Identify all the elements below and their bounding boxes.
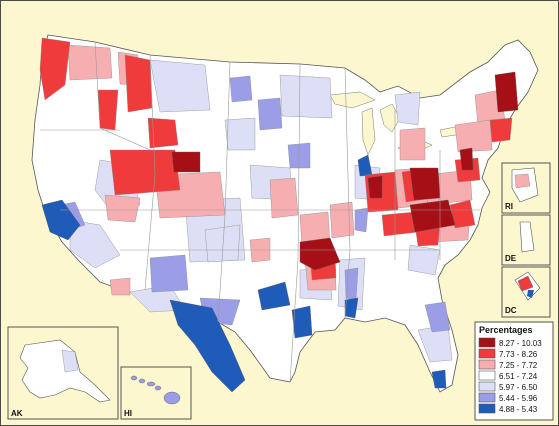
class-7-regions [41,154,447,393]
alaska-inset: AK [7,326,119,420]
delaware-inset: DE [501,214,551,266]
legend-swatch [478,392,496,403]
dc-inset: DC [501,266,551,318]
legend-swatch [478,370,496,381]
legend: Percentages 8.27 - 10.03 7.73 - 8.26 7.25 … [474,321,554,421]
legend-label: 6.51 - 7.24 [499,372,538,381]
legend-swatch [478,337,496,348]
legend-swatch [478,348,496,359]
state-boundaries [40,41,480,383]
class-5-regions [69,59,453,363]
class-1-regions [171,71,519,271]
class-2-regions [39,37,513,281]
rhode-island-inset: RI [501,162,551,214]
hawaii-inset: HI [120,366,192,420]
delaware-label: DE [505,254,517,263]
legend-label: 7.73 - 8.26 [499,350,538,359]
legend-swatch [478,403,496,414]
legend-label: 5.44 - 5.96 [499,394,538,403]
alaska-label: AK [11,409,23,418]
legend-label: 7.25 - 7.72 [499,361,538,370]
legend-swatch [478,359,496,370]
legend-label: 8.27 - 10.03 [499,339,542,348]
rhode-island-label: RI [505,202,513,211]
legend-label: 5.97 - 6.50 [499,383,538,392]
hawaii-islands [130,375,181,405]
legend-label: 4.88 - 5.43 [499,405,538,414]
legend-swatch [478,381,496,392]
hawaii-label: HI [124,409,132,418]
dc-label: DC [505,306,517,315]
legend-title: Percentages [479,325,533,335]
